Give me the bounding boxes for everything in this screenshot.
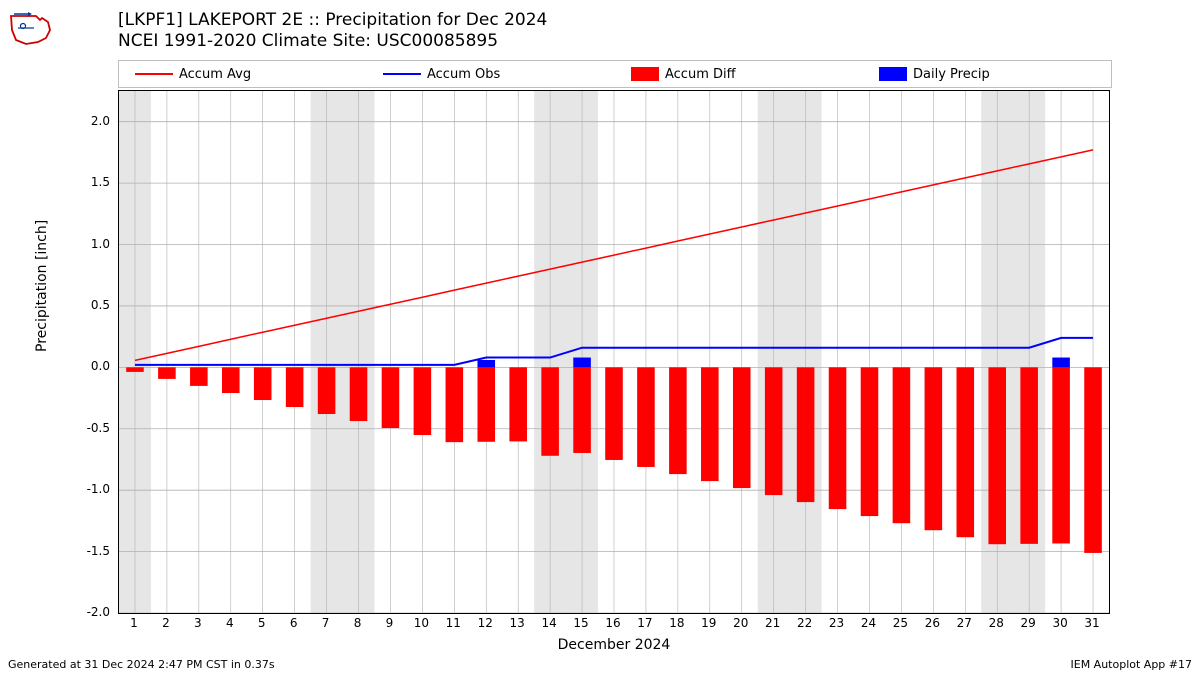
legend-item-accum-obs: Accum Obs xyxy=(367,67,615,82)
x-tick: 13 xyxy=(510,616,525,630)
x-tick: 29 xyxy=(1021,616,1036,630)
x-tick: 30 xyxy=(1052,616,1067,630)
x-tick: 28 xyxy=(989,616,1004,630)
y-tick: 1.5 xyxy=(70,175,110,189)
x-tick: 11 xyxy=(446,616,461,630)
legend-swatch xyxy=(879,67,907,81)
legend-label: Accum Avg xyxy=(179,67,251,82)
x-tick: 8 xyxy=(354,616,362,630)
legend-label: Accum Obs xyxy=(427,67,500,82)
x-tick: 14 xyxy=(541,616,556,630)
y-tick: 2.0 xyxy=(70,114,110,128)
x-tick: 21 xyxy=(765,616,780,630)
x-tick: 5 xyxy=(258,616,266,630)
legend-swatch xyxy=(631,67,659,81)
legend-label: Accum Diff xyxy=(665,67,736,82)
x-tick: 15 xyxy=(573,616,588,630)
x-tick: 20 xyxy=(733,616,748,630)
legend-swatch xyxy=(383,73,421,75)
x-tick: 4 xyxy=(226,616,234,630)
y-tick: 1.0 xyxy=(70,237,110,251)
title-line1: [LKPF1] LAKEPORT 2E :: Precipitation for… xyxy=(118,10,547,31)
y-tick: -0.5 xyxy=(70,421,110,435)
y-tick: -1.5 xyxy=(70,544,110,558)
x-tick: 25 xyxy=(893,616,908,630)
x-tick: 27 xyxy=(957,616,972,630)
footer-app: IEM Autoplot App #17 xyxy=(1071,658,1193,671)
legend-item-accum-diff: Accum Diff xyxy=(615,67,863,82)
x-tick: 19 xyxy=(701,616,716,630)
title-line2: NCEI 1991-2020 Climate Site: USC00085895 xyxy=(118,31,547,52)
x-tick: 9 xyxy=(386,616,394,630)
x-axis-label: December 2024 xyxy=(118,637,1110,653)
y-axis-label: Precipitation [inch] xyxy=(34,220,50,352)
y-tick: -2.0 xyxy=(70,605,110,619)
x-tick: 24 xyxy=(861,616,876,630)
chart-title: [LKPF1] LAKEPORT 2E :: Precipitation for… xyxy=(118,10,547,53)
x-tick: 16 xyxy=(605,616,620,630)
legend-item-accum-avg: Accum Avg xyxy=(119,67,367,82)
x-tick: 7 xyxy=(322,616,330,630)
plot-svg xyxy=(119,91,1109,613)
site-logo xyxy=(8,8,54,48)
x-tick: 18 xyxy=(669,616,684,630)
y-tick: 0.0 xyxy=(70,359,110,373)
x-tick: 2 xyxy=(162,616,170,630)
x-tick: 22 xyxy=(797,616,812,630)
legend-item-daily-precip: Daily Precip xyxy=(863,67,1111,82)
footer-generated: Generated at 31 Dec 2024 2:47 PM CST in … xyxy=(8,658,275,671)
legend-swatch xyxy=(135,73,173,75)
x-tick: 10 xyxy=(414,616,429,630)
x-tick: 17 xyxy=(637,616,652,630)
x-tick: 31 xyxy=(1084,616,1099,630)
legend-label: Daily Precip xyxy=(913,67,990,82)
y-tick: -1.0 xyxy=(70,482,110,496)
x-tick: 26 xyxy=(925,616,940,630)
y-tick: 0.5 xyxy=(70,298,110,312)
x-tick: 23 xyxy=(829,616,844,630)
x-tick: 3 xyxy=(194,616,202,630)
x-tick: 12 xyxy=(478,616,493,630)
x-tick: 6 xyxy=(290,616,298,630)
x-tick: 1 xyxy=(130,616,138,630)
plot-area xyxy=(118,90,1110,614)
legend: Accum Avg Accum Obs Accum Diff Daily Pre… xyxy=(118,60,1112,88)
